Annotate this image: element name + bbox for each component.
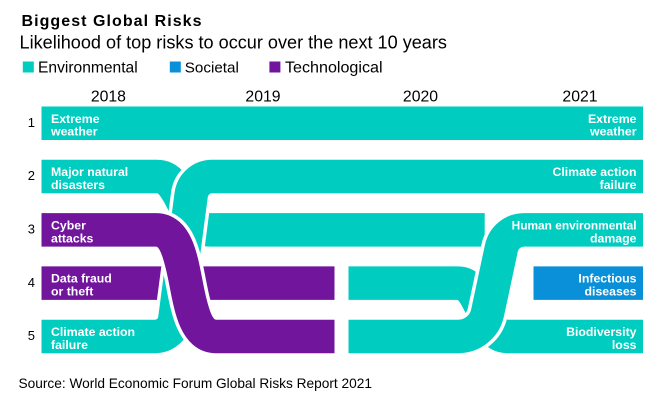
svg-text:3: 3 [28, 221, 35, 236]
svg-text:2021: 2021 [562, 88, 597, 105]
svg-text:or theft: or theft [51, 285, 93, 299]
svg-text:Data fraud: Data fraud [51, 272, 112, 286]
svg-text:Societal: Societal [185, 59, 239, 76]
svg-text:failure: failure [600, 178, 637, 192]
svg-text:Extreme: Extreme [588, 112, 637, 126]
svg-text:Biodiversity: Biodiversity [566, 325, 637, 339]
svg-text:Climate action: Climate action [552, 165, 636, 179]
svg-text:2020: 2020 [403, 88, 438, 105]
svg-text:2018: 2018 [91, 88, 126, 105]
svg-text:weather: weather [589, 125, 637, 139]
svg-text:Biggest Global Risks: Biggest Global Risks [22, 13, 203, 30]
svg-text:failure: failure [51, 338, 88, 352]
svg-text:2019: 2019 [245, 88, 280, 105]
svg-text:Source: World Economic Forum G: Source: World Economic Forum Global Risk… [19, 376, 372, 391]
svg-text:Human environmental: Human environmental [512, 218, 637, 232]
svg-text:Likelihood of top risks to occ: Likelihood of top risks to occur over th… [20, 33, 447, 53]
svg-text:Infectious: Infectious [578, 272, 636, 286]
svg-text:diseases: diseases [585, 285, 637, 299]
svg-text:Cyber: Cyber [51, 218, 86, 232]
svg-text:4: 4 [28, 275, 35, 290]
svg-text:disasters: disasters [51, 178, 105, 192]
svg-text:5: 5 [28, 328, 35, 343]
svg-text:Climate action: Climate action [51, 325, 135, 339]
svg-text:attacks: attacks [51, 231, 94, 245]
svg-text:Technological: Technological [285, 58, 383, 76]
svg-text:damage: damage [590, 231, 637, 245]
svg-text:weather: weather [50, 125, 98, 139]
svg-text:Extreme: Extreme [51, 112, 100, 126]
svg-text:2: 2 [28, 168, 35, 183]
svg-text:Environmental: Environmental [38, 59, 138, 76]
svg-text:Major natural: Major natural [51, 165, 128, 179]
svg-text:1: 1 [28, 115, 35, 130]
svg-text:loss: loss [612, 338, 637, 352]
